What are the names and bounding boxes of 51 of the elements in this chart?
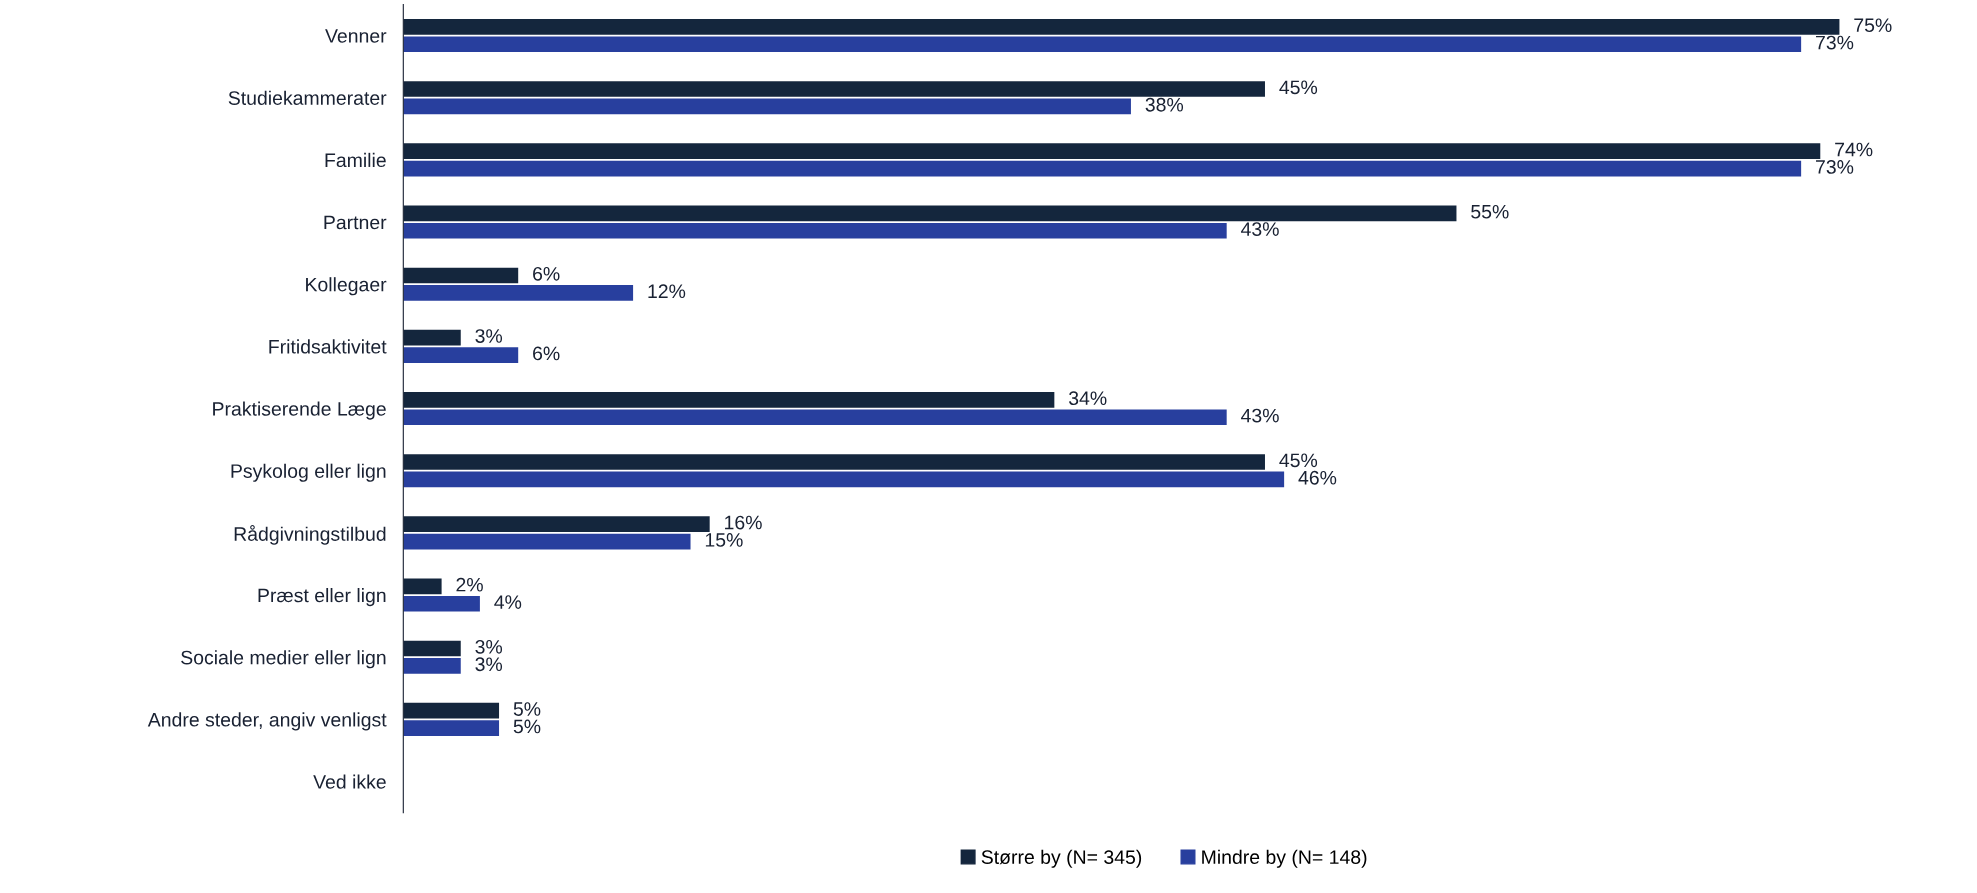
data-label: 75% bbox=[1854, 18, 1892, 33]
data-label: 6% bbox=[533, 346, 560, 361]
y-tick-label: Andre steder, angiv venligst bbox=[147, 712, 387, 731]
bar bbox=[403, 222, 1227, 239]
bar bbox=[403, 471, 1285, 488]
y-tick-label: Kollegaer bbox=[306, 277, 387, 296]
data-label: 46% bbox=[1298, 470, 1337, 485]
data-label: 43% bbox=[1241, 408, 1279, 423]
legend-label: Større by (N= 345) bbox=[981, 849, 1142, 868]
bar bbox=[403, 595, 480, 612]
y-tick-label: Studiekammerater bbox=[228, 90, 387, 105]
bar bbox=[403, 347, 519, 363]
data-label: 4% bbox=[494, 595, 522, 609]
y-tick-label: Præst eller lign bbox=[258, 588, 386, 607]
data-label: 12% bbox=[648, 284, 686, 299]
data-label: 3% bbox=[475, 639, 503, 654]
data-label: 3% bbox=[475, 657, 503, 672]
data-label: 43% bbox=[1241, 222, 1279, 236]
data-label: 6% bbox=[533, 266, 560, 281]
y-tick-label: Sociale medier eller lign bbox=[181, 650, 386, 669]
y-tick-label: Psykolog eller lign bbox=[231, 463, 386, 482]
data-label: 74% bbox=[1835, 142, 1873, 157]
data-label: 5% bbox=[513, 719, 541, 734]
data-label: 16% bbox=[725, 515, 762, 530]
data-label: 5% bbox=[513, 702, 541, 716]
data-label: 34% bbox=[1068, 391, 1107, 406]
data-label: 45% bbox=[1279, 80, 1318, 95]
legend-label: Mindre by (N= 148) bbox=[1202, 849, 1367, 868]
data-label: 73% bbox=[1816, 160, 1854, 174]
y-tick-label: Rådgivningstilbud bbox=[234, 525, 386, 545]
y-tick-label: Ved ikke bbox=[313, 774, 386, 789]
data-label: 55% bbox=[1471, 204, 1509, 219]
data-label: 3% bbox=[475, 329, 503, 343]
bar bbox=[403, 36, 1802, 53]
y-tick-label: Fritidsaktivitet bbox=[269, 339, 387, 354]
bar bbox=[403, 658, 461, 674]
data-label: 2% bbox=[456, 577, 483, 592]
bar bbox=[403, 533, 691, 550]
data-label: 38% bbox=[1145, 97, 1184, 112]
bar bbox=[403, 285, 634, 301]
bar bbox=[403, 409, 1227, 426]
y-tick-label: Familie bbox=[325, 152, 386, 168]
bar bbox=[403, 720, 500, 736]
data-label: 15% bbox=[705, 533, 743, 547]
y-tick-label: Partner bbox=[324, 215, 387, 230]
y-tick-label: Praktiserende Læge bbox=[213, 401, 386, 420]
data-label: 73% bbox=[1816, 35, 1854, 50]
bar bbox=[403, 98, 1131, 115]
y-tick-label: Venner bbox=[325, 29, 387, 43]
data-label: 45% bbox=[1279, 453, 1318, 468]
bar bbox=[403, 160, 1802, 177]
